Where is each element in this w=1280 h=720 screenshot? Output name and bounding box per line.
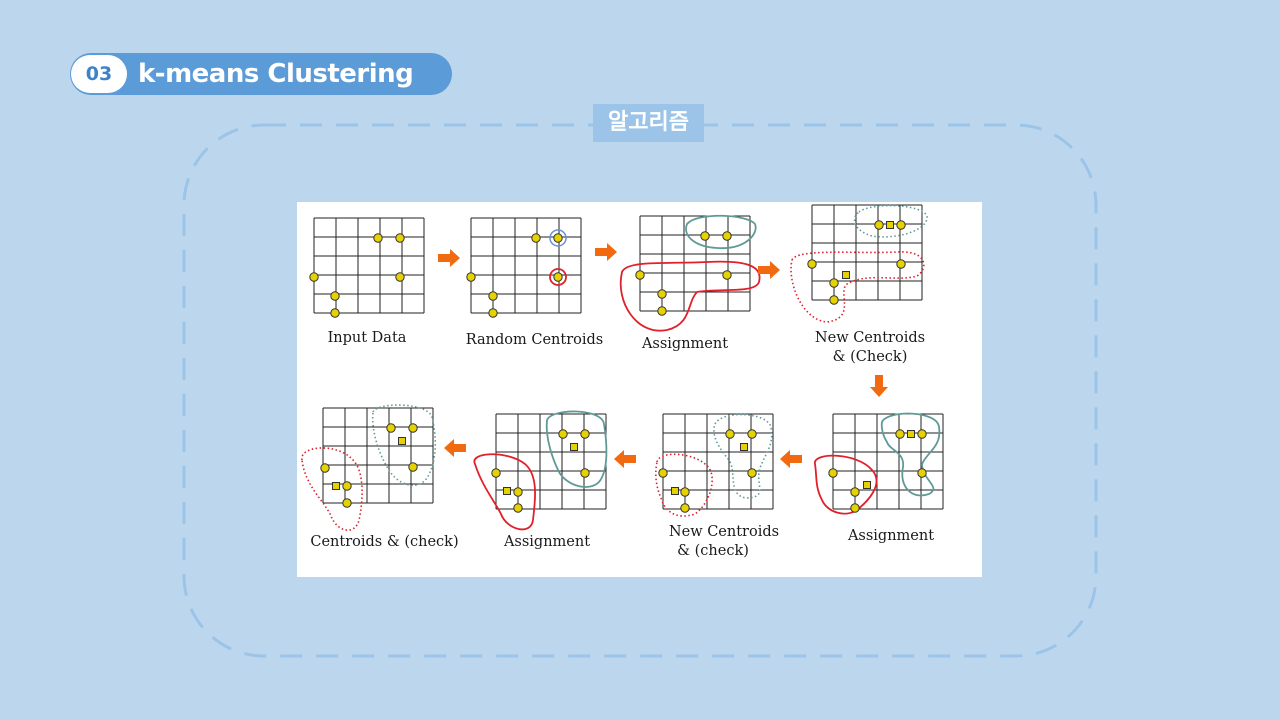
arrow-7 [444,439,466,457]
caption-new-centroids-2: New Centroids & (check) [659,523,789,561]
centroid-marker [671,487,679,495]
data-point [807,259,817,269]
data-point [395,272,405,282]
data-point [342,498,352,508]
data-point [896,220,906,230]
arrow-6 [614,450,636,468]
kmeans-diagram [301,204,944,531]
centroid-marker [570,443,578,451]
data-point [747,468,757,478]
section-header: 03 k-means Clustering [70,53,452,95]
caption-assignment-2: Assignment [847,528,935,544]
data-point [395,233,405,243]
section-title: k-means Clustering [138,59,414,89]
data-point [917,468,927,478]
data-point [580,429,590,439]
centroid-marker [503,487,511,495]
data-point [330,308,340,318]
cluster-red-dotted-2 [655,453,713,517]
data-point [657,289,667,299]
arrow-4 [870,375,888,397]
data-point [513,487,523,497]
data-point [408,462,418,472]
caption-assignment-3: Assignment [503,534,591,550]
algorithm-label: 알고리즘 [593,104,704,142]
data-point [309,272,319,282]
data-point [386,423,396,433]
data-point [874,220,884,230]
caption-input-data: Input Data [327,330,407,346]
cluster-teal-dotted-1 [853,204,928,238]
section-number-badge: 03 [71,55,127,93]
centroid-marker [907,430,915,438]
data-point [725,429,735,439]
data-point [657,306,667,316]
data-point [513,503,523,513]
caption-new-centroids-2-line2: & (check) [677,543,749,559]
caption-new-centroids-1: New Centroids & (Check) [805,329,935,367]
data-point [850,487,860,497]
cluster-red-dotted-1 [790,251,925,323]
data-point [829,278,839,288]
caption-assignment-1: Assignment [641,336,729,352]
data-point [580,468,590,478]
cluster-teal-1 [685,214,757,249]
centroid-marker [740,443,748,451]
caption-new-centroids-2-line1: New Centroids [668,524,780,540]
data-point [700,231,710,241]
cluster-red-1 [619,260,761,332]
data-point [722,270,732,280]
data-point [491,468,501,478]
data-point [330,291,340,301]
data-point [850,503,860,513]
centroid-marker [886,221,894,229]
kmeans-figure: Input Data Random Centroids Assignment N… [297,202,982,577]
data-point [680,503,690,513]
caption-random-centroids: Random Centroids [465,332,604,348]
data-point [553,233,563,243]
data-point [896,259,906,269]
data-point [488,308,498,318]
caption-new-centroids-1-line2: & (Check) [832,349,908,365]
data-point [747,429,757,439]
data-point [466,272,476,282]
cluster-teal-2 [880,412,941,497]
centroid-marker [398,437,406,445]
data-point [680,487,690,497]
random-centroid-red [549,268,567,286]
data-point [488,291,498,301]
cluster-teal-dotted-3 [371,404,437,487]
data-point [558,429,568,439]
data-point [895,429,905,439]
data-point [320,463,330,473]
data-point [917,429,927,439]
centroid-marker [863,481,871,489]
caption-new-centroids-1-line1: New Centroids [814,330,926,346]
centroid-marker [332,482,340,490]
data-point [531,233,541,243]
arrow-1 [438,249,460,267]
data-point [373,233,383,243]
cluster-teal-3 [545,410,608,488]
cluster-red-dotted-3 [301,447,363,531]
random-centroid-blue [549,229,567,247]
data-point [658,468,668,478]
data-point [722,231,732,241]
cluster-red-3 [473,453,536,531]
centroid-marker [842,271,850,279]
cluster-teal-dotted-2 [713,413,773,499]
data-point [828,468,838,478]
data-point [635,270,645,280]
data-point [408,423,418,433]
arrow-2 [595,243,617,261]
data-point [342,481,352,491]
data-point [553,272,563,282]
caption-centroids-check: Centroids & (check) [310,534,459,550]
data-point [829,295,839,305]
arrow-5 [780,450,802,468]
arrow-3 [758,261,780,279]
